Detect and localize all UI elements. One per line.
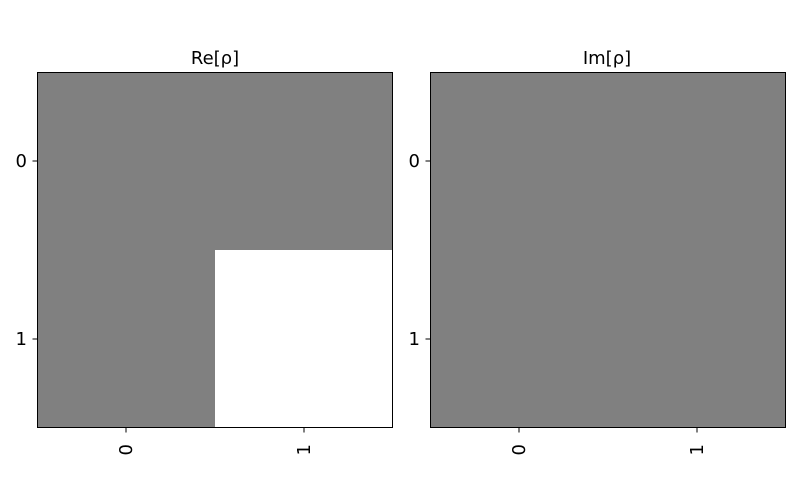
- real-part-y-tick-label-1: 1: [16, 329, 27, 350]
- imaginary-part-x-tick-label-0: 0: [509, 444, 530, 455]
- real-part-y-ticks: 0 1: [16, 151, 38, 350]
- imaginary-part-cell-1-0: [431, 250, 609, 428]
- imaginary-part-cell-1-1: [608, 250, 786, 428]
- real-part-panel: Re[ρ] 0 1 0 1: [16, 48, 393, 455]
- imaginary-part-cell-0-1: [608, 73, 786, 251]
- imaginary-part-y-tick-label-0: 0: [409, 151, 420, 172]
- real-part-y-tick-label-0: 0: [16, 151, 27, 172]
- imaginary-part-panel: Im[ρ] 0 1 0 1: [409, 48, 786, 455]
- real-part-frame: [37, 72, 393, 428]
- imaginary-part-x-tick-label-1: 1: [687, 444, 708, 455]
- imaginary-part-cells: [431, 73, 786, 428]
- imaginary-part-frame: [430, 72, 786, 428]
- imaginary-part-y-ticks: 0 1: [409, 151, 431, 350]
- real-part-title: Re[ρ]: [191, 48, 239, 69]
- real-part-x-tick-label-1: 1: [294, 444, 315, 455]
- imaginary-part-x-ticks: 0 1: [509, 427, 708, 455]
- real-part-cell-1-1: [215, 250, 393, 428]
- imaginary-part-title: Im[ρ]: [583, 48, 631, 69]
- imaginary-part-cell-0-0: [431, 73, 609, 251]
- real-part-cell-1-0: [38, 250, 216, 428]
- imaginary-part-y-tick-label-1: 1: [409, 329, 420, 350]
- real-part-cell-0-1: [215, 73, 393, 251]
- real-part-x-tick-label-0: 0: [116, 444, 137, 455]
- real-part-cells: [38, 73, 393, 428]
- real-part-cell-0-0: [38, 73, 216, 251]
- real-part-x-ticks: 0 1: [116, 427, 315, 455]
